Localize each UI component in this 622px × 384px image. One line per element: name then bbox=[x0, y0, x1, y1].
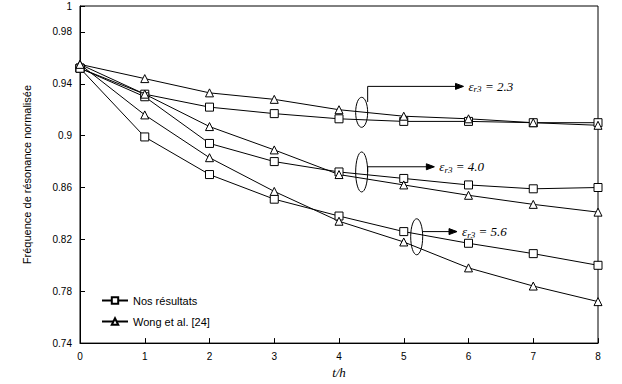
svg-text:0.9: 0.9 bbox=[58, 130, 72, 141]
svg-text:= 2.3: = 2.3 bbox=[482, 79, 514, 94]
svg-text:0.82: 0.82 bbox=[53, 234, 73, 245]
html-text:εr3: εr3 bbox=[439, 159, 453, 175]
svg-text:0.78: 0.78 bbox=[53, 286, 73, 297]
svg-text:0: 0 bbox=[77, 351, 83, 362]
svg-text:1: 1 bbox=[66, 1, 72, 12]
svg-text:0.86: 0.86 bbox=[53, 182, 73, 193]
svg-text:5: 5 bbox=[401, 351, 407, 362]
svg-text:8: 8 bbox=[595, 351, 601, 362]
svg-text:6: 6 bbox=[466, 351, 472, 362]
svg-text:0.74: 0.74 bbox=[53, 338, 73, 349]
svg-text:= 4.0: = 4.0 bbox=[452, 159, 484, 174]
html-text:εr3: εr3 bbox=[468, 78, 482, 95]
svg-text:Fréquence de résonance normali: Fréquence de résonance normalisée bbox=[21, 85, 33, 264]
svg-text:0.98: 0.98 bbox=[53, 26, 73, 37]
svg-text:Wong et al. [24]: Wong et al. [24] bbox=[133, 316, 210, 328]
svg-text:7: 7 bbox=[530, 351, 536, 362]
html-text:εr3: εr3 bbox=[462, 224, 476, 240]
svg-text:= 5.6: = 5.6 bbox=[475, 224, 507, 239]
svg-text:t/h: t/h bbox=[332, 365, 346, 380]
svg-text:2: 2 bbox=[207, 351, 213, 362]
svg-text:Nos résultats: Nos résultats bbox=[133, 295, 198, 307]
svg-text:0.94: 0.94 bbox=[53, 78, 73, 89]
svg-text:3: 3 bbox=[271, 351, 277, 362]
svg-text:4: 4 bbox=[336, 351, 342, 362]
svg-text:1: 1 bbox=[142, 351, 148, 362]
